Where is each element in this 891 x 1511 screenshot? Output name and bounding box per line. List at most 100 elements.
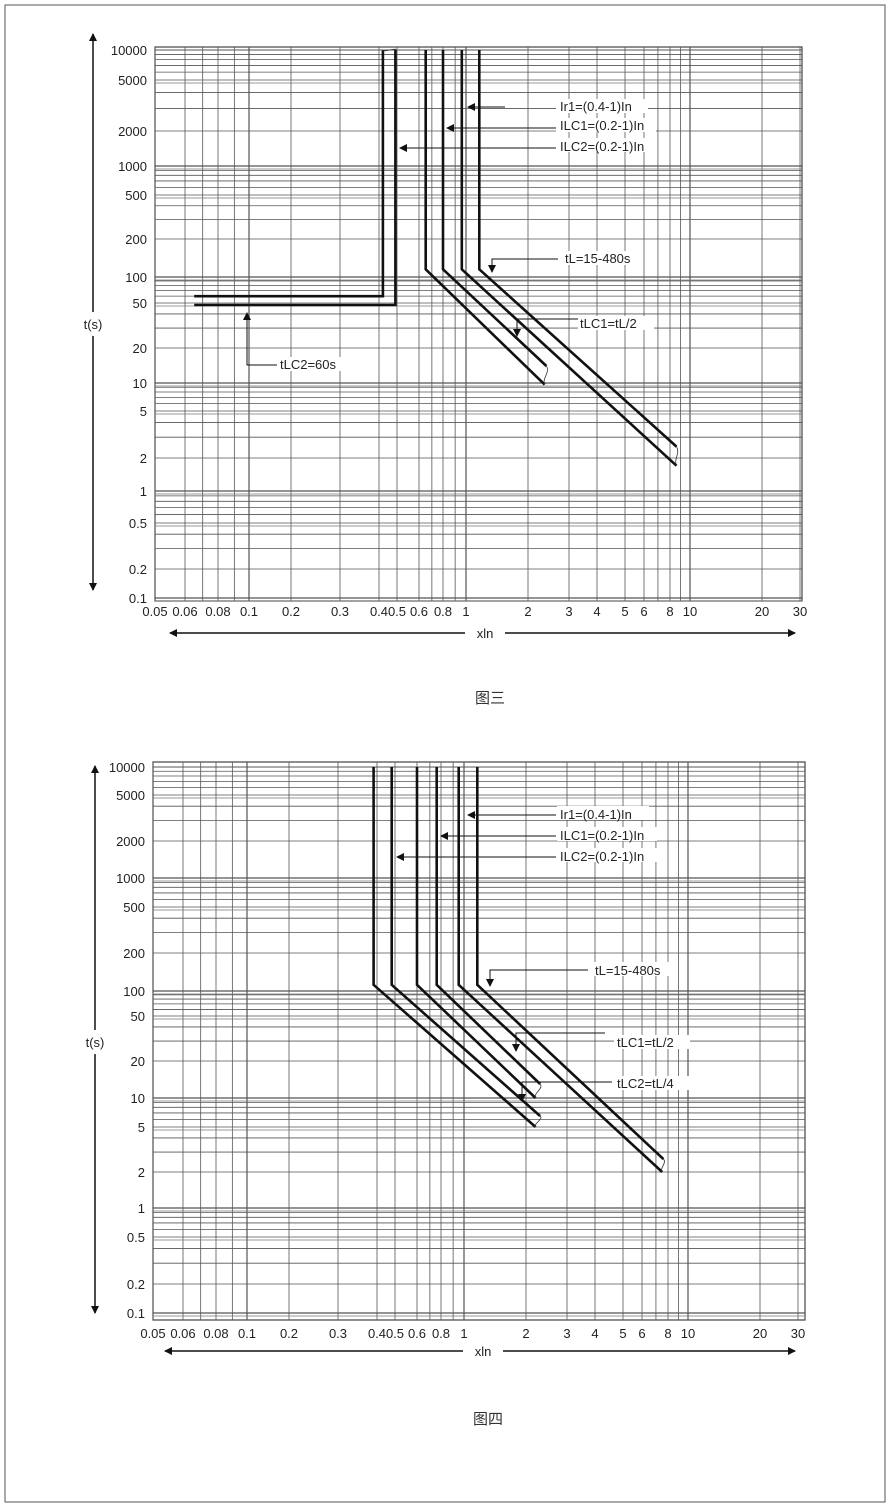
y-tick-label: 10 [131, 1091, 145, 1106]
annotation-arrow [513, 318, 578, 337]
y-tick-label: 1 [140, 484, 147, 499]
curve-line [477, 50, 678, 448]
x-tick-label: 0.8 [432, 1326, 450, 1341]
x-tick-label: 2 [522, 1326, 529, 1341]
curve-line [194, 50, 397, 307]
figure-caption: 图四 [473, 1410, 503, 1428]
x-axis-label: xln [475, 1344, 492, 1359]
x-tick-label: 3 [565, 604, 572, 619]
x-tick-label: 0.4 [370, 604, 388, 619]
curve-break-mark [543, 365, 548, 385]
annotation-tlc1: tLC1=tL/2 [617, 1035, 674, 1050]
y-tick-label: 0.5 [129, 516, 147, 531]
curve-line [441, 50, 548, 367]
annotation-tl: tL=15-480s [595, 963, 661, 978]
x-tick-label: 0.08 [203, 1326, 228, 1341]
y-tick-label: 2000 [116, 834, 145, 849]
curves [372, 767, 665, 1173]
annotation-ilc2: ILC2=(0.2-1)In [560, 849, 644, 864]
annotation-ir1: Ir1=(0.4-1)In [560, 807, 632, 822]
x-tick-label: 2 [524, 604, 531, 619]
x-tick-label: 1 [460, 1326, 467, 1341]
y-tick-label: 500 [123, 900, 145, 915]
curve-line [475, 767, 665, 1161]
annotation-tlc2: tLC2=60s [280, 357, 337, 372]
x-tick-label: 0.8 [434, 604, 452, 619]
x-tick-label: 6 [640, 604, 647, 619]
x-tick-label: 30 [791, 1326, 805, 1341]
annotation-arrow [512, 1032, 605, 1052]
annotation-arrow [488, 258, 558, 273]
x-tick-label: 10 [683, 604, 697, 619]
x-tick-label: 0.5 [388, 604, 406, 619]
chart-figure-4: 0.05 0.06 0.08 0.1 0.2 0.3 0.4 0.5 0.6 0.8 1 2 3 4 5 6 8… [86, 760, 806, 1428]
x-tick-label: 20 [753, 1326, 767, 1341]
curve-line [390, 767, 541, 1117]
annotation-ir1: Ir1=(0.4-1)In [560, 99, 632, 114]
x-tick-label: 0.6 [410, 604, 428, 619]
tick-labels: 0.05 0.06 0.08 0.1 0.2 0.3 0.4 0.5 0.6 0.8 1 2 3 4 5 6 8… [109, 760, 805, 1341]
y-tick-label: 2 [140, 451, 147, 466]
y-tick-label: 100 [125, 270, 147, 285]
y-tick-label: 50 [131, 1009, 145, 1024]
y-tick-label: 2000 [118, 124, 147, 139]
x-tick-label: 0.2 [280, 1326, 298, 1341]
chart-figure-3: 0.05 0.06 0.08 0.1 0.2 0.3 0.4 0.5 0.6 0.8 1 2 3 4 5 6 8… [84, 33, 807, 707]
x-tick-label: 0.3 [331, 604, 349, 619]
figure-caption: 图三 [475, 689, 505, 707]
curves [194, 48, 679, 467]
curve-line [457, 767, 664, 1173]
x-tick-label: 0.6 [408, 1326, 426, 1341]
x-tick-label: 5 [619, 1326, 626, 1341]
y-tick-label: 5 [138, 1120, 145, 1135]
curve-line [424, 50, 546, 386]
y-tick-label: 10000 [109, 760, 145, 775]
annotation-ilc1: ILC1=(0.2-1)In [560, 828, 644, 843]
tick-labels: 0.05 0.06 0.08 0.1 0.2 0.3 0.4 0.5 0.6 0.8 1 2 3 4 5 6 8… [111, 43, 807, 619]
curve-break-mark [534, 1115, 542, 1128]
annotation-tl: tL=15-480s [565, 251, 631, 266]
x-tick-label: 0.1 [240, 604, 258, 619]
y-tick-label: 10 [133, 376, 147, 391]
x-tick-label: 8 [666, 604, 673, 619]
page-border [4, 4, 886, 1503]
y-tick-label: 5 [140, 404, 147, 419]
x-tick-label: 4 [591, 1326, 598, 1341]
y-tick-label: 5000 [116, 788, 145, 803]
y-tick-label: 50 [133, 296, 147, 311]
curve-line [194, 50, 385, 298]
x-tick-label: 0.06 [170, 1326, 195, 1341]
x-tick-label: 0.4 [368, 1326, 386, 1341]
curve-break-mark [534, 1083, 542, 1099]
curve-break-mark [382, 48, 397, 52]
x-tick-label: 4 [593, 604, 600, 619]
x-tick-label: 0.06 [172, 604, 197, 619]
x-tick-label: 6 [638, 1326, 645, 1341]
x-tick-label: 20 [755, 604, 769, 619]
curve-line [415, 767, 537, 1099]
x-tick-label: 0.05 [140, 1326, 165, 1341]
x-tick-label: 1 [462, 604, 469, 619]
y-tick-label: 0.2 [129, 562, 147, 577]
x-tick-label: 0.3 [329, 1326, 347, 1341]
y-tick-label: 200 [125, 232, 147, 247]
y-tick-label: 20 [131, 1054, 145, 1069]
curve-line [460, 50, 678, 467]
y-tick-label: 0.5 [127, 1230, 145, 1245]
x-tick-label: 3 [563, 1326, 570, 1341]
annotation-arrow [486, 969, 588, 987]
annotation-tlc1: tLC1=tL/2 [580, 316, 637, 331]
x-tick-label: 0.08 [205, 604, 230, 619]
y-tick-label: 500 [125, 188, 147, 203]
curve-break-mark [661, 1158, 665, 1173]
annotation-arrow [243, 312, 277, 366]
y-tick-label: 20 [133, 341, 147, 356]
x-tick-label: 5 [621, 604, 628, 619]
x-tick-label: 0.05 [142, 604, 167, 619]
y-tick-label: 1000 [116, 871, 145, 886]
y-tick-label: 200 [123, 946, 145, 961]
y-tick-label: 10000 [111, 43, 147, 58]
x-tick-label: 10 [681, 1326, 695, 1341]
curve-line [372, 767, 537, 1128]
